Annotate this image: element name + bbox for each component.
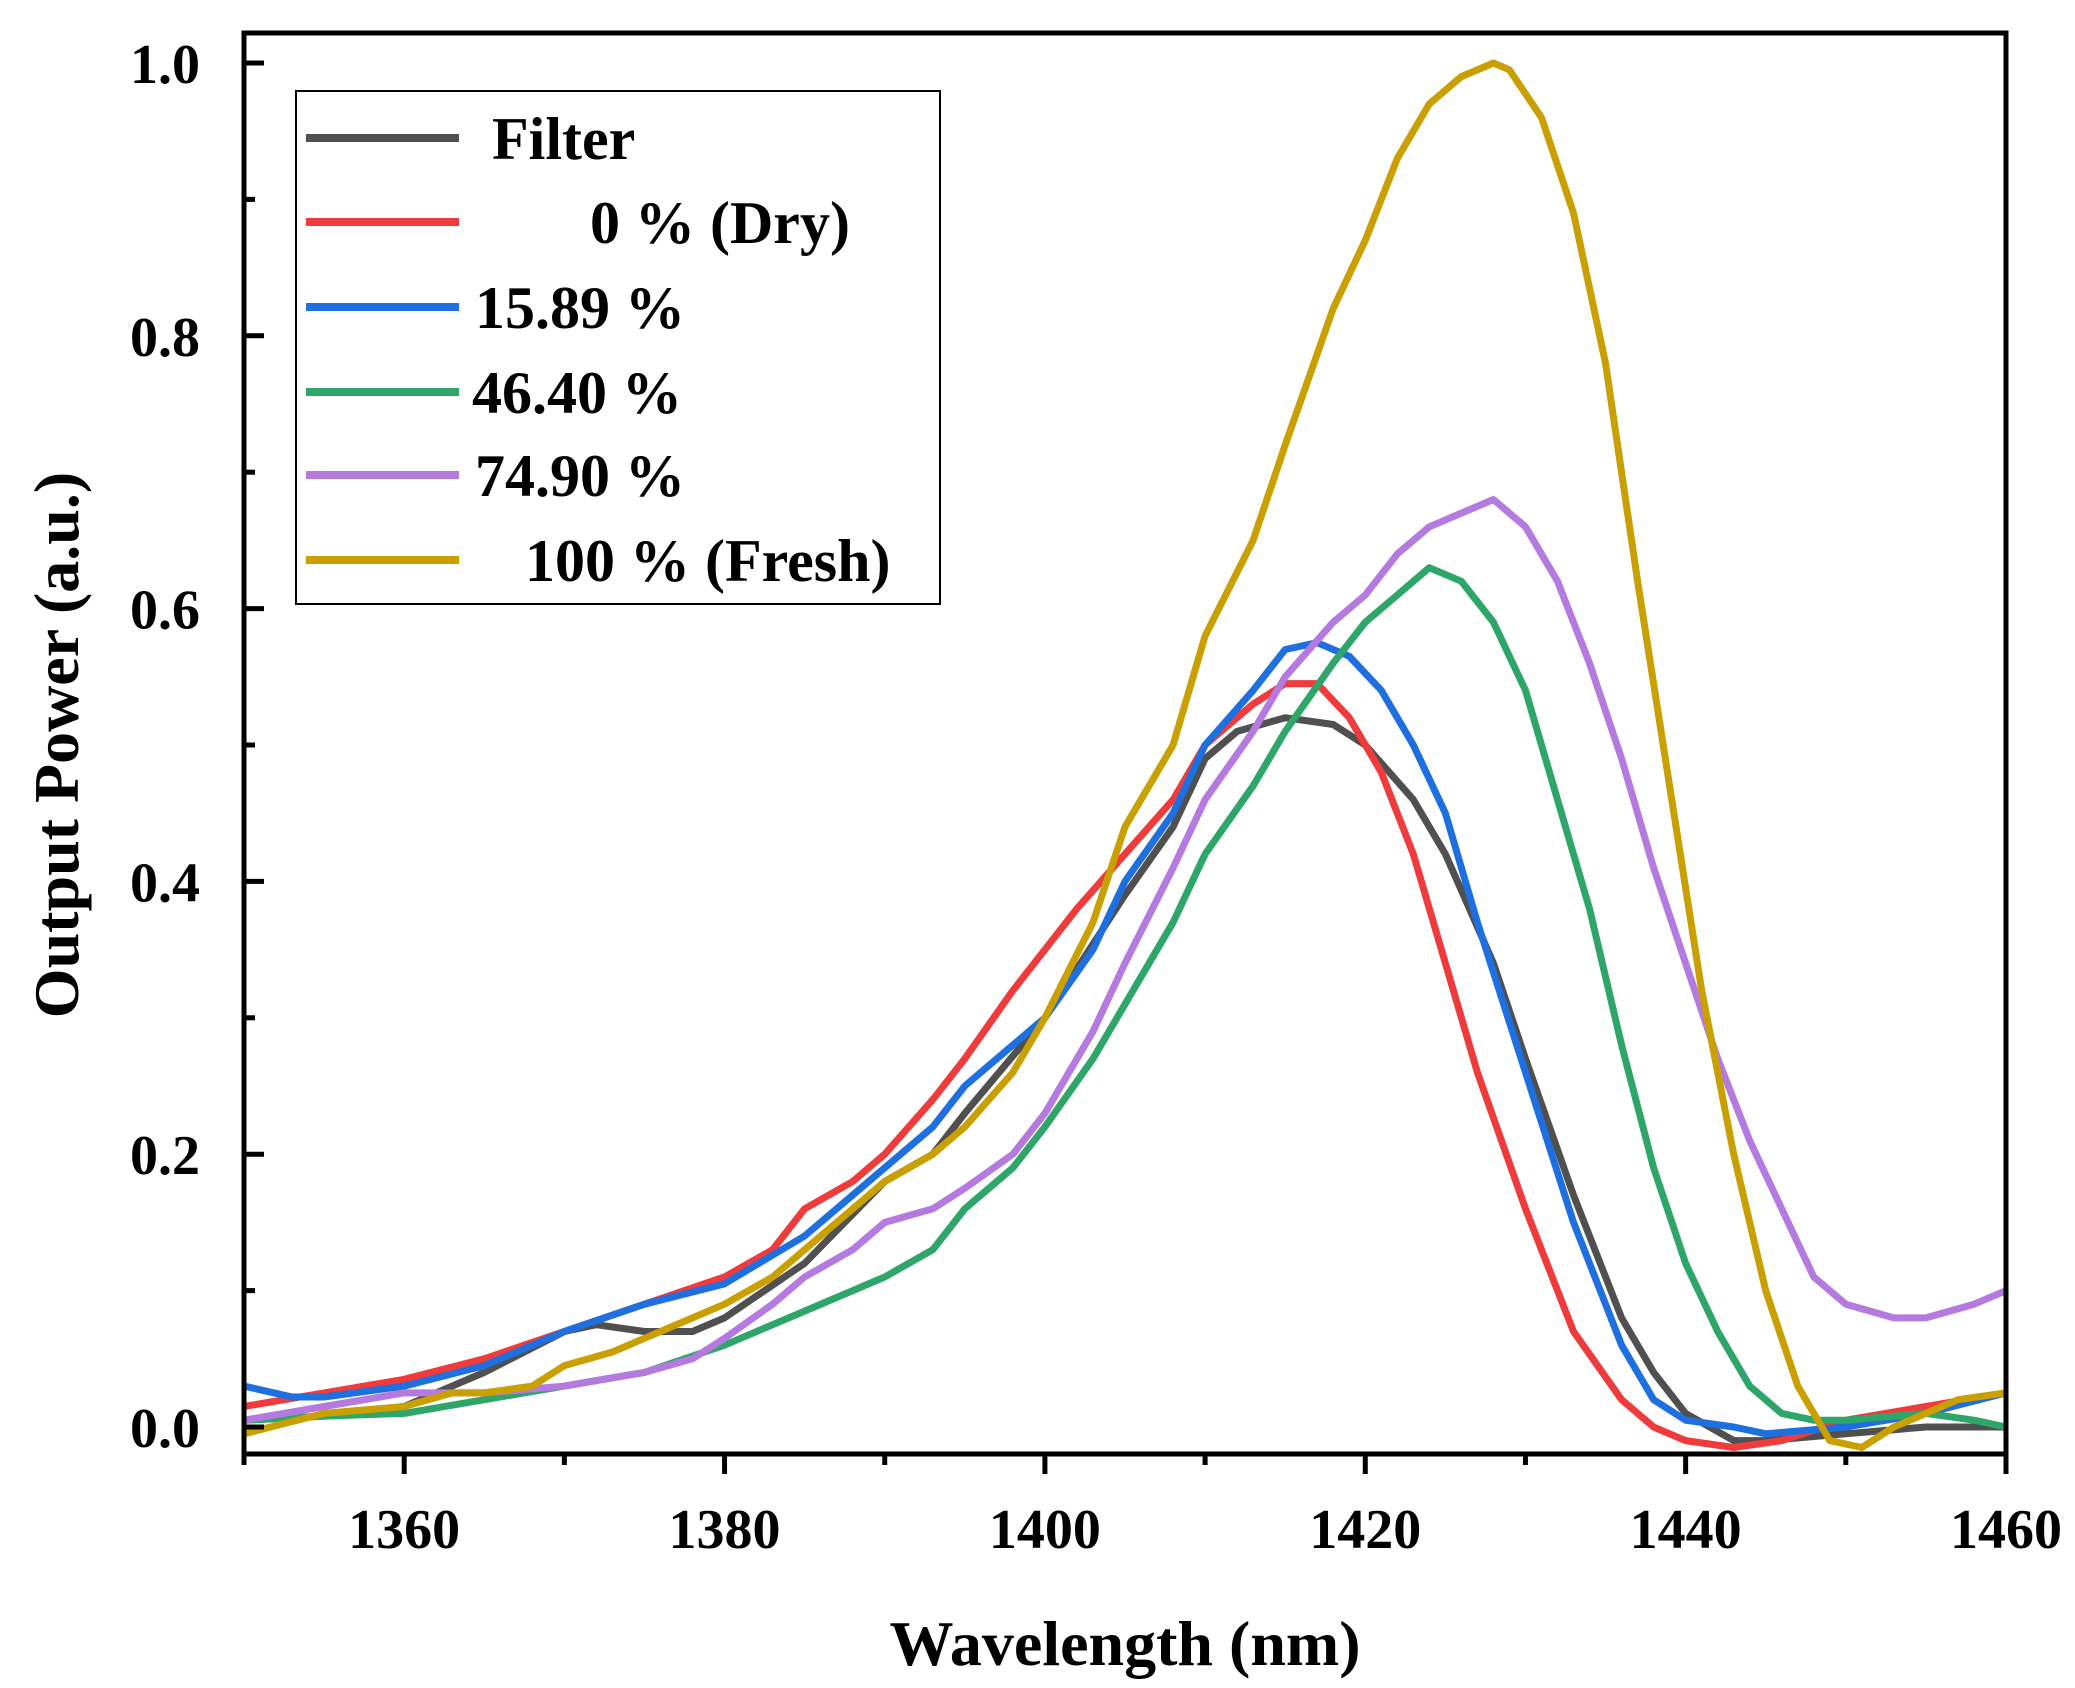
legend-label: Filter [492, 106, 635, 172]
series-line-4 [243, 496, 2008, 1424]
series-line-0 [243, 714, 2006, 1445]
x-tick-label: 1380 [669, 1499, 781, 1561]
legend-item: Filter [306, 106, 635, 172]
y-tick-label: 0.4 [130, 852, 200, 914]
legend-item: 46.40 % [306, 360, 682, 426]
x-tick-label: 1440 [1630, 1499, 1742, 1561]
series-line-2 [243, 639, 2007, 1438]
legend-item: 100 % (Fresh) [306, 528, 891, 594]
x-tick-label: 1400 [989, 1499, 1101, 1561]
series-line-3 [243, 564, 2007, 1431]
legend-label: 100 % (Fresh) [525, 528, 891, 594]
y-tick-label: 0.0 [130, 1398, 200, 1460]
x-tick-label: 1360 [348, 1499, 460, 1561]
y-axis-label: Output Power (a.u.) [21, 472, 92, 1018]
legend-label: 46.40 % [472, 360, 682, 426]
legend-item: 15.89 % [306, 275, 685, 341]
legend-label: 74.90 % [475, 443, 685, 509]
legend: Filter 0 % (Dry) 15.89 % 46.40 % 74.90 % 100 … [295, 90, 941, 605]
series-line-5 [243, 59, 2007, 1451]
legend-label: 15.89 % [475, 275, 685, 341]
legend-item: 74.90 % [306, 443, 685, 509]
legend-label: 0 % (Dry) [590, 190, 850, 256]
legend-item: 0 % (Dry) [306, 190, 850, 256]
y-tick-label: 1.0 [130, 34, 200, 96]
tick-layer: 0.0 0.2 0.4 0.6 0.8 1.0 1360 1380 1400 1420 1440 14… [130, 34, 2062, 1561]
x-axis-label: Wavelength (nm) [889, 1608, 1360, 1679]
y-tick-label: 0.2 [130, 1125, 200, 1187]
legend-box [295, 90, 941, 605]
x-tick-label: 1420 [1309, 1499, 1421, 1561]
series-layer [243, 59, 2008, 1451]
series-line-1 [243, 680, 2007, 1451]
y-tick-label: 0.8 [130, 307, 200, 369]
y-tick-label: 0.6 [130, 580, 200, 642]
x-tick-label: 1460 [1950, 1499, 2062, 1561]
